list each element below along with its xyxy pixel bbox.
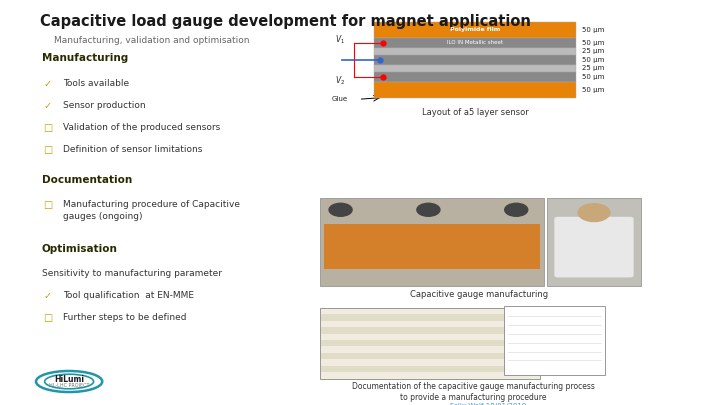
Text: Definition of sensor limitations: Definition of sensor limitations [63,145,203,154]
FancyBboxPatch shape [374,22,576,38]
FancyBboxPatch shape [374,38,576,48]
Circle shape [329,203,352,216]
FancyBboxPatch shape [547,198,641,286]
FancyBboxPatch shape [321,353,539,359]
FancyBboxPatch shape [320,198,544,286]
Text: Optimisation: Optimisation [42,244,117,254]
Text: ✓: ✓ [43,101,51,111]
FancyBboxPatch shape [374,48,576,55]
Text: Documentation: Documentation [42,175,132,185]
Text: Felix Wolf 18/01/2019: Felix Wolf 18/01/2019 [449,403,526,405]
Text: Sensitivity to manufacturing parameter: Sensitivity to manufacturing parameter [42,269,222,278]
Text: Layout of a5 layer sensor: Layout of a5 layer sensor [422,108,528,117]
Text: □: □ [43,123,53,133]
Text: Documentation of the capacitive gauge manufacturing process
to provide a manufac: Documentation of the capacitive gauge ma… [352,382,595,402]
FancyBboxPatch shape [321,327,539,334]
Text: 50 µm: 50 µm [582,74,604,80]
Text: HiLumi: HiLumi [54,375,84,384]
FancyBboxPatch shape [374,55,576,65]
FancyBboxPatch shape [374,82,576,98]
Text: □: □ [43,200,53,210]
FancyBboxPatch shape [321,340,539,346]
Text: ILO IN Metallic sheet: ILO IN Metallic sheet [447,40,503,45]
Text: $V_2$: $V_2$ [335,75,345,87]
Text: HL-LHC PROJECT: HL-LHC PROJECT [49,383,89,388]
FancyBboxPatch shape [374,72,576,82]
Text: 25 µm: 25 µm [582,66,604,71]
Text: □: □ [43,313,53,324]
Text: □: □ [43,145,53,156]
Text: Further steps to be defined: Further steps to be defined [63,313,187,322]
Text: Sensor production: Sensor production [63,101,146,110]
Text: Capacitive load gauge development for magnet application: Capacitive load gauge development for ma… [40,14,531,29]
Text: Capacitive gauge manufacturing: Capacitive gauge manufacturing [410,290,548,299]
Text: Glue: Glue [331,96,347,102]
Text: 50 µm: 50 µm [582,57,604,63]
FancyBboxPatch shape [321,366,539,372]
FancyBboxPatch shape [324,224,540,269]
Text: Polyimide film: Polyimide film [450,28,500,32]
Text: Tools available: Tools available [63,79,130,87]
Circle shape [417,203,440,216]
Text: Validation of the produced sensors: Validation of the produced sensors [63,123,220,132]
Text: 50 µm: 50 µm [582,40,604,46]
FancyBboxPatch shape [504,306,605,375]
Text: 50 µm: 50 µm [582,27,604,33]
Text: Manufacturing, validation and optimisation: Manufacturing, validation and optimisati… [54,36,250,45]
Text: Manufacturing: Manufacturing [42,53,128,64]
Text: $V_1$: $V_1$ [335,34,345,46]
Circle shape [505,203,528,216]
Text: 25 µm: 25 µm [582,49,604,54]
Text: ✓: ✓ [43,291,51,301]
Text: Manufacturing procedure of Capacitive
gauges (ongoing): Manufacturing procedure of Capacitive ga… [63,200,240,220]
FancyBboxPatch shape [321,314,539,321]
Text: 50 µm: 50 µm [582,87,604,93]
Text: ✓: ✓ [43,79,51,89]
FancyBboxPatch shape [320,308,540,379]
Circle shape [578,204,610,222]
FancyBboxPatch shape [554,217,634,277]
Text: Tool qualification  at EN-MME: Tool qualification at EN-MME [63,291,194,300]
FancyBboxPatch shape [374,65,576,72]
